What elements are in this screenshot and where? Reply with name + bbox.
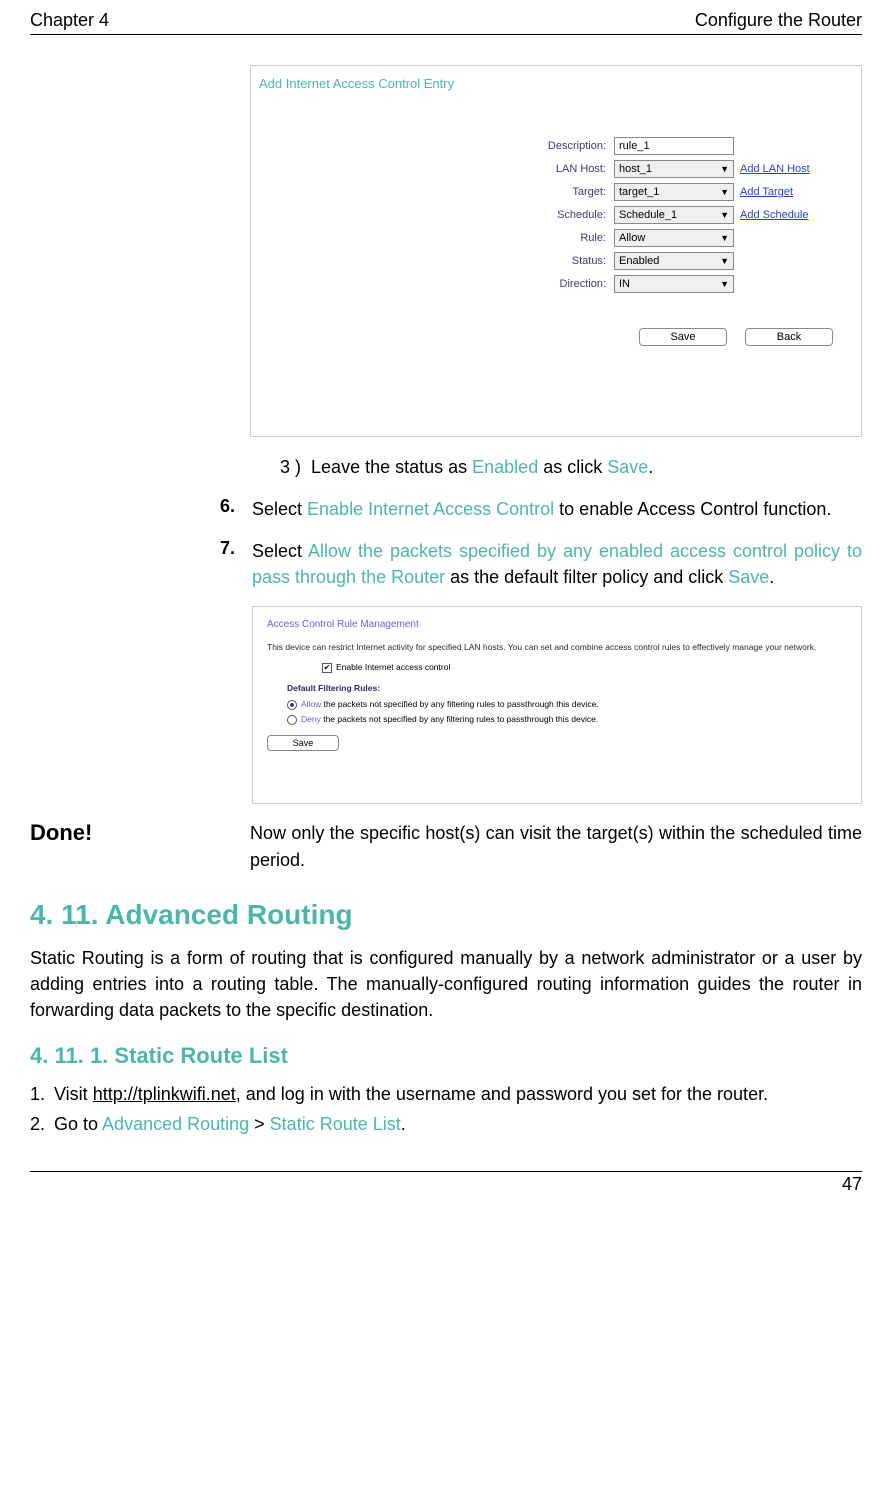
done-label: Done! [30, 820, 250, 872]
chevron-down-icon: ▼ [720, 164, 729, 174]
page-header: Chapter 4 Configure the Router [30, 10, 862, 35]
step-6: 6. Select Enable Internet Access Control… [220, 496, 862, 522]
label-schedule: Schedule: [251, 209, 614, 221]
page-footer: 47 [30, 1171, 862, 1195]
step-goto: 2. Go to Advanced Routing > Static Route… [30, 1111, 862, 1137]
panel-description: This device can restrict Internet activi… [267, 642, 847, 652]
save-button[interactable]: Save [267, 735, 339, 751]
select-rule[interactable]: Allow▼ [614, 229, 734, 247]
back-button[interactable]: Back [745, 328, 833, 346]
label-default-filtering-rules: Default Filtering Rules: [287, 683, 847, 693]
label-direction: Direction: [251, 278, 614, 290]
step-7: 7. Select Allow the packets specified by… [220, 538, 862, 590]
page-number: 47 [842, 1174, 862, 1194]
link-add-lan-host[interactable]: Add LAN Host [740, 163, 810, 175]
label-target: Target: [251, 186, 614, 198]
para-advanced-routing: Static Routing is a form of routing that… [30, 945, 862, 1023]
select-target[interactable]: target_1▼ [614, 183, 734, 201]
select-direction[interactable]: IN▼ [614, 275, 734, 293]
radio-deny[interactable]: Deny the packets not specified by any fi… [287, 714, 847, 725]
dialog-add-access-control-entry: Add Internet Access Control Entry Descri… [250, 65, 862, 437]
label-lan-host: LAN Host: [251, 163, 614, 175]
radio-icon [287, 700, 297, 710]
step-3: 3 ) Leave the status as Enabled as click… [280, 455, 862, 480]
step-visit: 1. Visit http://tplinkwifi.net, and log … [30, 1081, 862, 1107]
link-tplinkwifi[interactable]: http://tplinkwifi.net [93, 1084, 236, 1104]
select-lan-host[interactable]: host_1▼ [614, 160, 734, 178]
header-chapter: Chapter 4 [30, 10, 109, 31]
input-description[interactable]: rule_1 [614, 137, 734, 155]
link-add-target[interactable]: Add Target [740, 186, 793, 198]
save-button[interactable]: Save [639, 328, 727, 346]
chevron-down-icon: ▼ [720, 210, 729, 220]
dialog-title: Add Internet Access Control Entry [251, 66, 861, 97]
done-body: Now only the specific host(s) can visit … [250, 820, 862, 872]
heading-advanced-routing: 4. 11. Advanced Routing [30, 899, 862, 931]
label-rule: Rule: [251, 232, 614, 244]
label-description: Description: [251, 140, 614, 152]
link-add-schedule[interactable]: Add Schedule [740, 209, 809, 221]
chevron-down-icon: ▼ [720, 233, 729, 243]
checkbox-icon: ✔ [322, 663, 332, 673]
chevron-down-icon: ▼ [720, 256, 729, 266]
select-status[interactable]: Enabled▼ [614, 252, 734, 270]
chevron-down-icon: ▼ [720, 187, 729, 197]
radio-allow[interactable]: Allow the packets not specified by any f… [287, 699, 847, 710]
checkbox-enable-access-control[interactable]: ✔Enable Internet access control [322, 662, 847, 673]
heading-static-route-list: 4. 11. 1. Static Route List [30, 1043, 862, 1069]
header-title: Configure the Router [695, 10, 862, 31]
panel-access-control-rule-mgmt: Access Control Rule Management This devi… [252, 606, 862, 804]
label-status: Status: [251, 255, 614, 267]
panel-title: Access Control Rule Management [267, 619, 847, 630]
chevron-down-icon: ▼ [720, 279, 729, 289]
done-section: Done! Now only the specific host(s) can … [30, 820, 862, 872]
select-schedule[interactable]: Schedule_1▼ [614, 206, 734, 224]
radio-icon [287, 715, 297, 725]
